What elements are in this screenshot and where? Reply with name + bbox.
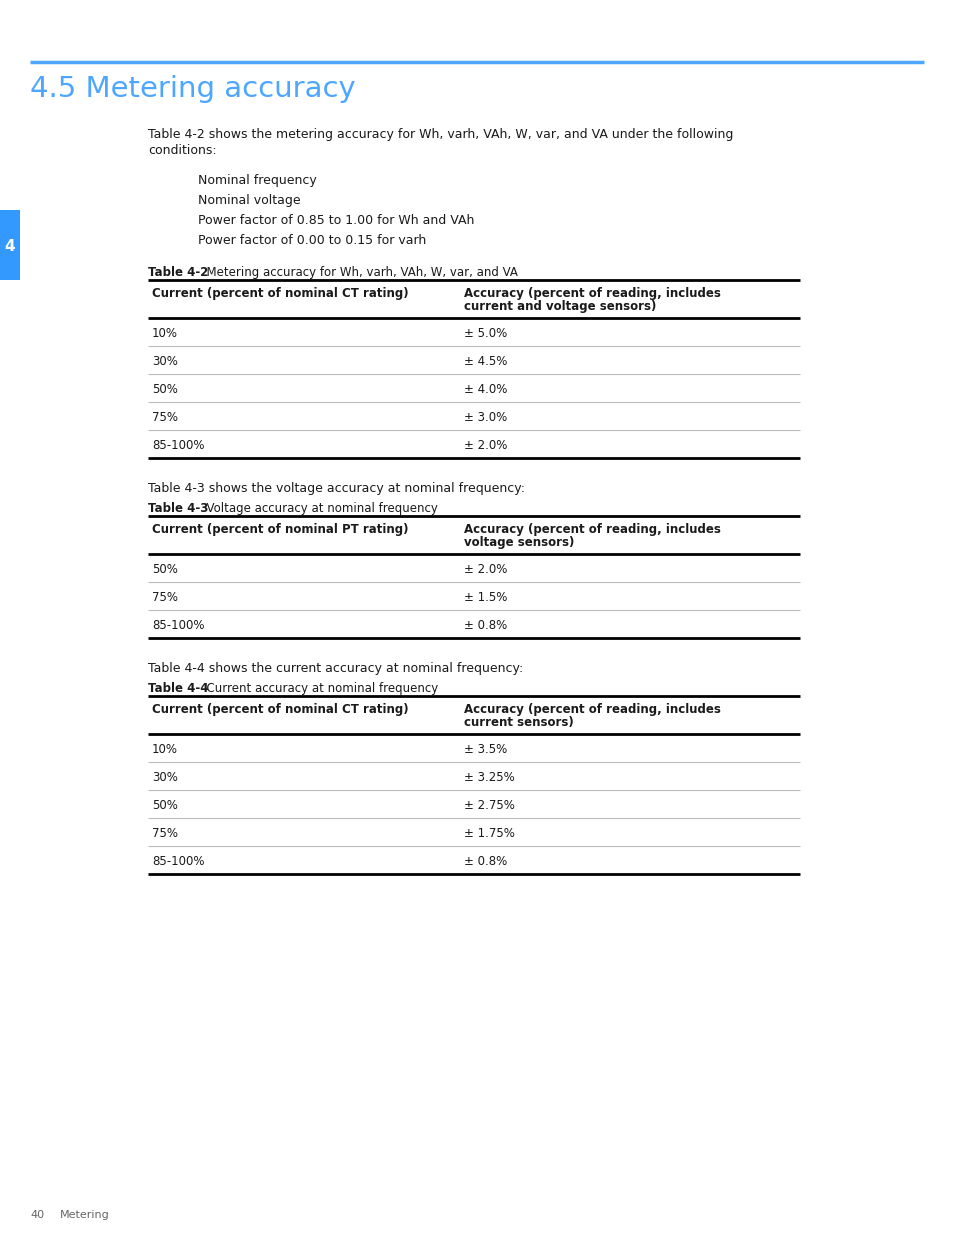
Text: 85-100%: 85-100% (152, 438, 204, 452)
Text: 10%: 10% (152, 743, 178, 756)
Text: Current (percent of nominal CT rating): Current (percent of nominal CT rating) (152, 287, 408, 300)
Text: 75%: 75% (152, 592, 178, 604)
Text: ± 3.25%: ± 3.25% (463, 771, 515, 784)
Text: ± 2.0%: ± 2.0% (463, 438, 507, 452)
Text: Current accuracy at nominal frequency: Current accuracy at nominal frequency (199, 682, 437, 695)
Text: ± 3.0%: ± 3.0% (463, 411, 507, 424)
Text: 50%: 50% (152, 563, 177, 576)
Text: 85-100%: 85-100% (152, 855, 204, 868)
Text: ± 4.0%: ± 4.0% (463, 383, 507, 396)
Text: Table 4-3 shows the voltage accuracy at nominal frequency:: Table 4-3 shows the voltage accuracy at … (148, 482, 524, 495)
Text: Table 4-2 shows the metering accuracy for Wh, varh, VAh, W, var, and VA under th: Table 4-2 shows the metering accuracy fo… (148, 128, 733, 141)
Text: Table 4-3: Table 4-3 (148, 501, 208, 515)
Text: Accuracy (percent of reading, includes: Accuracy (percent of reading, includes (463, 522, 720, 536)
Text: 50%: 50% (152, 799, 177, 811)
Text: ± 0.8%: ± 0.8% (463, 619, 507, 632)
Text: 50%: 50% (152, 383, 177, 396)
Text: Current (percent of nominal CT rating): Current (percent of nominal CT rating) (152, 703, 408, 716)
Text: Power factor of 0.00 to 0.15 for varh: Power factor of 0.00 to 0.15 for varh (198, 233, 426, 247)
Text: Nominal voltage: Nominal voltage (198, 194, 300, 207)
Text: 4.5 Metering accuracy: 4.5 Metering accuracy (30, 75, 355, 103)
Text: Accuracy (percent of reading, includes: Accuracy (percent of reading, includes (463, 703, 720, 716)
Text: 75%: 75% (152, 827, 178, 840)
Text: 30%: 30% (152, 771, 177, 784)
Text: ± 3.5%: ± 3.5% (463, 743, 507, 756)
Text: ± 4.5%: ± 4.5% (463, 354, 507, 368)
Text: Voltage accuracy at nominal frequency: Voltage accuracy at nominal frequency (199, 501, 437, 515)
Text: 10%: 10% (152, 327, 178, 340)
Text: Table 4-4 shows the current accuracy at nominal frequency:: Table 4-4 shows the current accuracy at … (148, 662, 522, 676)
Text: Metering: Metering (60, 1210, 110, 1220)
Text: ± 0.8%: ± 0.8% (463, 855, 507, 868)
Text: ± 5.0%: ± 5.0% (463, 327, 507, 340)
Text: conditions:: conditions: (148, 144, 216, 157)
Text: Nominal frequency: Nominal frequency (198, 174, 316, 186)
Text: Current (percent of nominal PT rating): Current (percent of nominal PT rating) (152, 522, 408, 536)
Text: Table 4-2: Table 4-2 (148, 266, 208, 279)
Text: 40: 40 (30, 1210, 44, 1220)
Bar (0, 210, 20, 280)
Text: ± 2.0%: ± 2.0% (463, 563, 507, 576)
Text: Power factor of 0.85 to 1.00 for Wh and VAh: Power factor of 0.85 to 1.00 for Wh and … (198, 214, 474, 227)
Text: 30%: 30% (152, 354, 177, 368)
Text: current sensors): current sensors) (463, 716, 573, 729)
Text: 85-100%: 85-100% (152, 619, 204, 632)
Text: 75%: 75% (152, 411, 178, 424)
Text: current and voltage sensors): current and voltage sensors) (463, 300, 656, 312)
Text: 4: 4 (5, 240, 15, 254)
Text: Accuracy (percent of reading, includes: Accuracy (percent of reading, includes (463, 287, 720, 300)
Text: ± 2.75%: ± 2.75% (463, 799, 515, 811)
Text: ± 1.75%: ± 1.75% (463, 827, 515, 840)
Text: Metering accuracy for Wh, varh, VAh, W, var, and VA: Metering accuracy for Wh, varh, VAh, W, … (199, 266, 517, 279)
Text: Table 4-4: Table 4-4 (148, 682, 209, 695)
Text: ± 1.5%: ± 1.5% (463, 592, 507, 604)
Text: voltage sensors): voltage sensors) (463, 536, 574, 550)
